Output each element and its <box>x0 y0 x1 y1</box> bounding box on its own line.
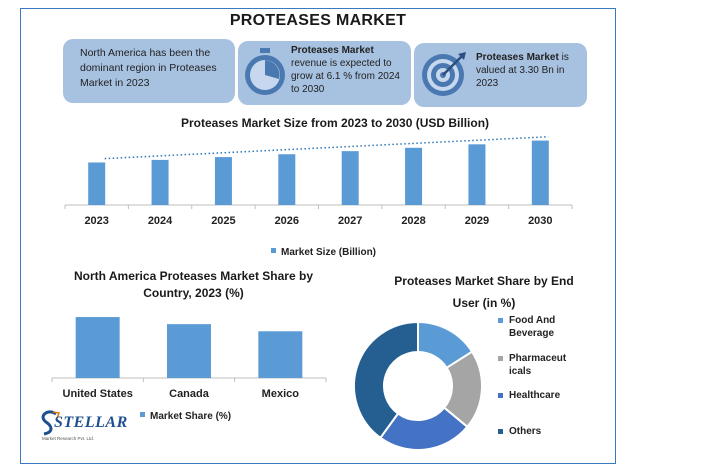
target-icon <box>420 50 468 98</box>
x-tick-label: Canada <box>169 388 210 400</box>
x-tick-label: 2028 <box>401 215 425 227</box>
country-share-chart-title: North America Proteases Market Share by … <box>74 269 313 300</box>
info-card-growth-text: Proteases Market revenue is expected to … <box>291 44 409 96</box>
page-title: PROTEASES MARKET <box>229 12 407 29</box>
bar-2030 <box>531 140 549 205</box>
bar-2028 <box>405 147 423 205</box>
x-tick-label: 2024 <box>148 215 173 227</box>
legend-label: Healthcare <box>509 390 561 401</box>
x-tick-label: 2030 <box>528 215 552 227</box>
info-card-value-text: Proteases Market is valued at 3.30 Bn in… <box>476 51 581 90</box>
legend-label: icals <box>509 366 532 377</box>
info-card-region <box>63 39 235 103</box>
bar-canada <box>167 324 211 378</box>
stopwatch-icon <box>241 46 289 98</box>
bar-united-states <box>75 317 120 378</box>
bar-2027 <box>341 151 359 205</box>
legend-swatch <box>498 429 503 434</box>
info-card-region-text: North America has been the dominant regi… <box>80 47 217 89</box>
x-tick-label: United States <box>63 388 133 400</box>
bar-mexico <box>258 331 303 378</box>
legend-label: Food And <box>509 315 555 326</box>
stellar-logo: STELLAR Market Research Pvt. Ltd. <box>36 410 127 450</box>
x-tick-label: 2025 <box>211 215 235 227</box>
x-tick-label: 2027 <box>338 215 362 227</box>
x-tick-label: 2029 <box>465 215 489 227</box>
legend-label: Others <box>509 426 542 437</box>
legend-label-market-size: Market Size (Billion) <box>281 247 376 258</box>
info-card-growth-bold: Proteases Market <box>291 45 374 56</box>
bar-2024 <box>151 159 169 205</box>
x-tick-label: Mexico <box>262 388 300 400</box>
legend-swatch <box>498 393 503 398</box>
bar-2023 <box>88 162 106 205</box>
bar-2029 <box>468 144 486 205</box>
logo-name: STELLAR <box>54 414 128 431</box>
x-tick-label: 2026 <box>275 215 299 227</box>
legend-label: Pharmaceut <box>509 353 567 364</box>
legend-label-market-share: Market Share (%) <box>150 411 231 422</box>
x-tick-label: 2023 <box>84 215 108 227</box>
info-card-value-body: is valued at 3.30 Bn in 2023 <box>476 52 569 89</box>
market-size-chart-title: Proteases Market Size from 2023 to 2030 … <box>180 116 490 130</box>
donut-slice-others <box>353 320 419 440</box>
legend-label: Beverage <box>509 328 554 339</box>
logo-subtitle: Market Research Pvt. Ltd. <box>42 436 95 441</box>
end-user-chart-title: Proteases Market Share by End User (in %… <box>394 274 574 310</box>
legend-swatch <box>498 318 503 323</box>
info-card-growth-body: revenue is expected to grow at 6.1 % fro… <box>291 58 400 95</box>
bar-2025 <box>214 157 232 205</box>
infographic-frame <box>20 8 616 464</box>
legend-swatch-market-share <box>140 412 145 417</box>
info-card-value-bold: Proteases Market <box>476 52 559 63</box>
legend-swatch-market-size <box>271 248 276 253</box>
legend-swatch <box>498 356 503 361</box>
bar-2026 <box>278 154 296 205</box>
